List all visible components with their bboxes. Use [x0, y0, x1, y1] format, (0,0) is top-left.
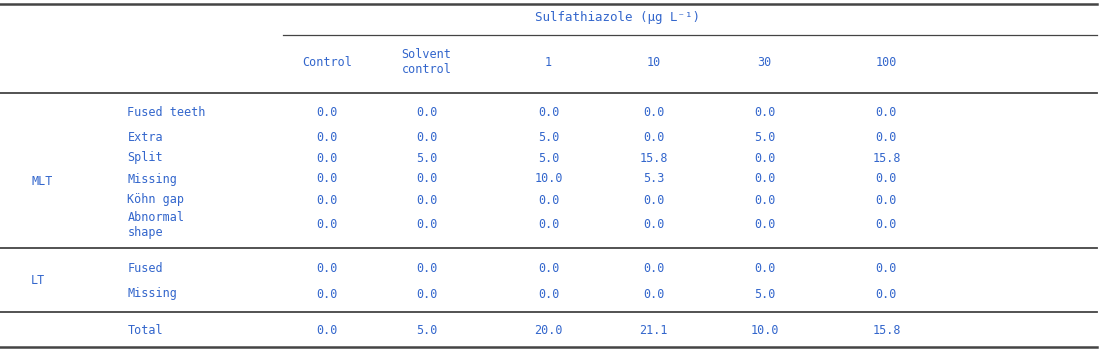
Text: 20.0: 20.0 — [534, 324, 563, 337]
Text: 0.0: 0.0 — [316, 287, 338, 300]
Text: 0.0: 0.0 — [416, 193, 438, 206]
Text: Sulfathiazole (μg L⁻¹): Sulfathiazole (μg L⁻¹) — [535, 12, 700, 25]
Text: 10.0: 10.0 — [750, 324, 779, 337]
Text: 10.0: 10.0 — [534, 172, 563, 185]
Text: 100: 100 — [875, 55, 897, 68]
Text: 0.0: 0.0 — [875, 193, 897, 206]
Text: 0.0: 0.0 — [753, 152, 776, 165]
Text: 0.0: 0.0 — [875, 261, 897, 274]
Text: 0.0: 0.0 — [875, 219, 897, 232]
Text: 0.0: 0.0 — [753, 219, 776, 232]
Text: 0.0: 0.0 — [537, 287, 560, 300]
Text: 0.0: 0.0 — [416, 106, 438, 119]
Text: LT: LT — [31, 274, 45, 287]
Text: 0.0: 0.0 — [537, 261, 560, 274]
Text: 15.8: 15.8 — [872, 324, 901, 337]
Text: Control: Control — [301, 55, 352, 68]
Text: 0.0: 0.0 — [643, 287, 665, 300]
Text: 15.8: 15.8 — [639, 152, 668, 165]
Text: 5.0: 5.0 — [416, 324, 438, 337]
Text: 5.0: 5.0 — [416, 152, 438, 165]
Text: 0.0: 0.0 — [643, 132, 665, 145]
Text: 0.0: 0.0 — [316, 172, 338, 185]
Text: 0.0: 0.0 — [643, 106, 665, 119]
Text: 0.0: 0.0 — [753, 172, 776, 185]
Text: 0.0: 0.0 — [316, 106, 338, 119]
Text: 0.0: 0.0 — [753, 193, 776, 206]
Text: Fused teeth: Fused teeth — [127, 106, 206, 119]
Text: 0.0: 0.0 — [875, 287, 897, 300]
Text: 0.0: 0.0 — [537, 219, 560, 232]
Text: Abnormal
shape: Abnormal shape — [127, 211, 184, 239]
Text: 5.0: 5.0 — [753, 132, 776, 145]
Text: 10: 10 — [647, 55, 660, 68]
Text: 5.3: 5.3 — [643, 172, 665, 185]
Text: 5.0: 5.0 — [537, 132, 560, 145]
Text: Missing: Missing — [127, 172, 177, 185]
Text: 0.0: 0.0 — [643, 261, 665, 274]
Text: Fused: Fused — [127, 261, 163, 274]
Text: 0.0: 0.0 — [643, 193, 665, 206]
Text: 30: 30 — [758, 55, 771, 68]
Text: 0.0: 0.0 — [316, 152, 338, 165]
Text: MLT: MLT — [31, 175, 52, 188]
Text: 21.1: 21.1 — [639, 324, 668, 337]
Text: 0.0: 0.0 — [416, 172, 438, 185]
Text: 0.0: 0.0 — [316, 193, 338, 206]
Text: Köhn gap: Köhn gap — [127, 193, 184, 206]
Text: 5.0: 5.0 — [753, 287, 776, 300]
Text: 0.0: 0.0 — [316, 219, 338, 232]
Text: Solvent
control: Solvent control — [401, 48, 452, 76]
Text: 0.0: 0.0 — [416, 132, 438, 145]
Text: 0.0: 0.0 — [643, 219, 665, 232]
Text: 0.0: 0.0 — [316, 324, 338, 337]
Text: Extra: Extra — [127, 132, 163, 145]
Text: 0.0: 0.0 — [875, 172, 897, 185]
Text: 0.0: 0.0 — [416, 287, 438, 300]
Text: 0.0: 0.0 — [316, 261, 338, 274]
Text: 0.0: 0.0 — [537, 106, 560, 119]
Text: 0.0: 0.0 — [316, 132, 338, 145]
Text: 0.0: 0.0 — [753, 106, 776, 119]
Text: 0.0: 0.0 — [875, 106, 897, 119]
Text: 0.0: 0.0 — [753, 261, 776, 274]
Text: 0.0: 0.0 — [875, 132, 897, 145]
Text: 0.0: 0.0 — [537, 193, 560, 206]
Text: 1: 1 — [545, 55, 552, 68]
Text: Split: Split — [127, 152, 163, 165]
Text: 0.0: 0.0 — [416, 261, 438, 274]
Text: 5.0: 5.0 — [537, 152, 560, 165]
Text: Missing: Missing — [127, 287, 177, 300]
Text: 15.8: 15.8 — [872, 152, 901, 165]
Text: Total: Total — [127, 324, 163, 337]
Text: 0.0: 0.0 — [416, 219, 438, 232]
